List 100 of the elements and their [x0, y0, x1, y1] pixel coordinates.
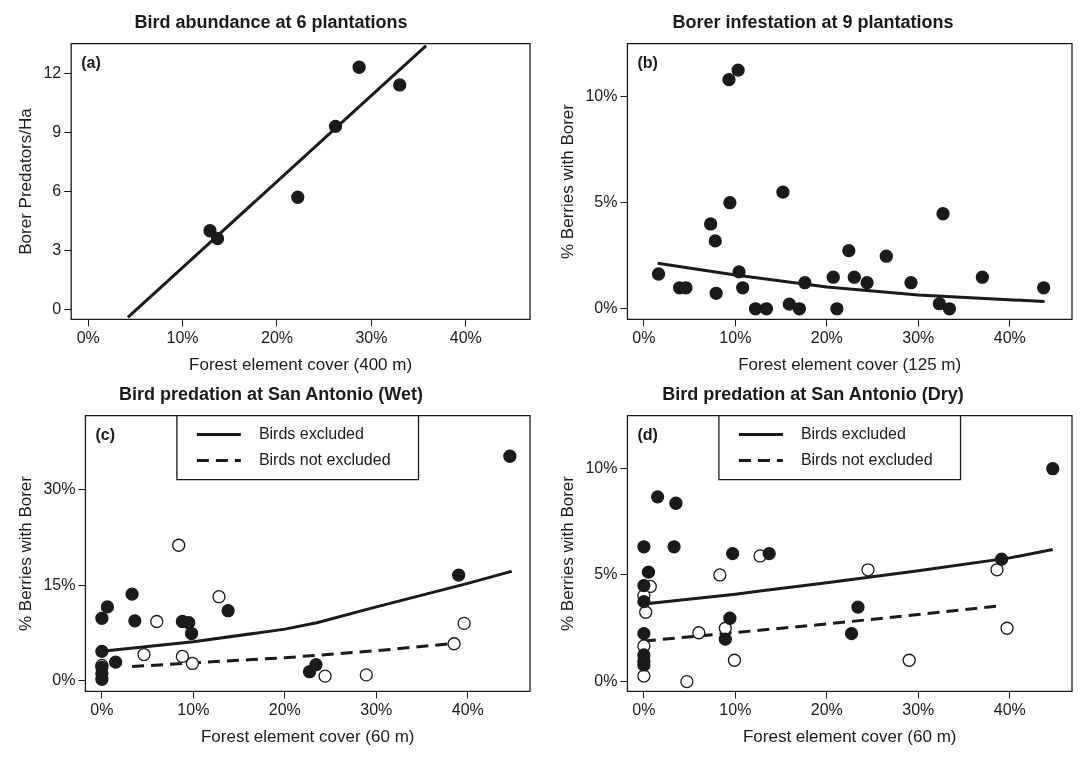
x-tick-label: 0% — [76, 329, 100, 347]
point — [457, 616, 471, 631]
point — [137, 647, 151, 662]
point — [447, 637, 461, 651]
y-tick-label: 0% — [52, 671, 76, 688]
point — [942, 302, 957, 316]
point — [704, 217, 718, 231]
point — [826, 270, 840, 284]
point — [641, 565, 656, 579]
point — [709, 286, 723, 300]
chart-title: Bird predation at San Antonio (Dry) — [662, 383, 964, 404]
point — [184, 626, 199, 641]
y-tick-label: 10% — [585, 458, 618, 476]
legend-label: Birds excluded — [800, 425, 906, 443]
y-tick-label: 10% — [585, 87, 618, 105]
point — [762, 546, 776, 561]
point — [736, 281, 750, 295]
point — [175, 649, 190, 664]
annotation: (b) — [637, 54, 658, 72]
point — [650, 490, 665, 504]
x-axis-title: Forest element cover (400 m) — [189, 355, 413, 375]
point — [185, 656, 200, 671]
y-axis-title: % Berries with Borer — [15, 475, 35, 631]
x-tick-label: 30% — [902, 329, 935, 347]
point — [776, 185, 790, 199]
point — [128, 614, 142, 628]
y-tick-label: 0% — [594, 671, 618, 689]
point — [792, 302, 807, 316]
point — [708, 234, 722, 248]
point — [100, 600, 115, 614]
y-axis-title: Borer Predators/Ha — [15, 107, 35, 255]
x-tick-label: 10% — [177, 701, 210, 719]
point — [727, 653, 742, 667]
point — [782, 297, 796, 311]
point — [879, 249, 893, 263]
point — [637, 578, 651, 593]
x-tick-label: 30% — [355, 329, 388, 347]
x-tick-label: 40% — [449, 329, 482, 347]
x-axis-title: Forest element cover (60 m) — [200, 727, 415, 747]
y-tick-label: 0% — [594, 299, 618, 317]
legend-label: Birds not excluded — [258, 451, 391, 469]
y-tick-label: 0 — [52, 299, 62, 317]
chart-title: Bird abundance at 6 plantations — [134, 11, 408, 32]
point — [1036, 281, 1051, 295]
y-tick-label: 9 — [52, 122, 62, 140]
x-tick-label: 10% — [166, 329, 199, 347]
point — [95, 611, 109, 625]
point — [667, 540, 681, 554]
point — [309, 658, 323, 672]
point — [844, 626, 859, 641]
point — [713, 568, 727, 582]
point — [503, 449, 517, 463]
point — [759, 302, 774, 316]
point — [452, 568, 466, 582]
y-tick-label: 5% — [594, 565, 618, 583]
point — [639, 605, 653, 619]
point — [990, 563, 1004, 577]
point — [798, 276, 812, 290]
point — [932, 297, 947, 311]
point — [352, 60, 366, 74]
point — [95, 644, 109, 659]
x-tick-label: 0% — [632, 329, 656, 347]
point — [830, 302, 844, 316]
point — [902, 653, 916, 667]
point — [203, 224, 217, 238]
x-tick-label: 40% — [993, 329, 1026, 347]
point — [393, 78, 407, 92]
point — [975, 270, 989, 284]
y-tick-label: 5% — [594, 193, 618, 211]
legend-label: Birds excluded — [258, 425, 364, 443]
x-tick-label: 20% — [810, 701, 843, 719]
x-tick-label: 10% — [719, 329, 752, 347]
y-tick-label: 6 — [52, 181, 62, 199]
point — [994, 552, 1009, 566]
point — [291, 190, 305, 204]
chart-title: Bird predation at San Antonio (Wet) — [119, 383, 423, 404]
point — [725, 546, 740, 561]
point — [328, 119, 343, 133]
point — [748, 302, 763, 316]
point — [150, 614, 164, 629]
point — [731, 63, 745, 77]
point — [847, 270, 861, 284]
annotation: (c) — [95, 426, 115, 444]
point — [692, 626, 706, 640]
x-tick-label: 20% — [810, 329, 843, 347]
point — [860, 276, 874, 290]
x-tick-label: 40% — [451, 701, 484, 719]
point — [680, 674, 694, 689]
point — [318, 669, 332, 683]
point — [221, 604, 235, 618]
point — [637, 626, 651, 641]
point — [182, 616, 196, 630]
x-tick-label: 20% — [260, 329, 294, 347]
x-axis-title: Forest element cover (125 m) — [738, 355, 962, 375]
x-tick-label: 10% — [719, 701, 752, 719]
point — [637, 669, 651, 683]
point — [1000, 621, 1014, 635]
point — [718, 632, 732, 646]
point — [669, 496, 683, 510]
x-tick-label: 0% — [632, 701, 656, 719]
